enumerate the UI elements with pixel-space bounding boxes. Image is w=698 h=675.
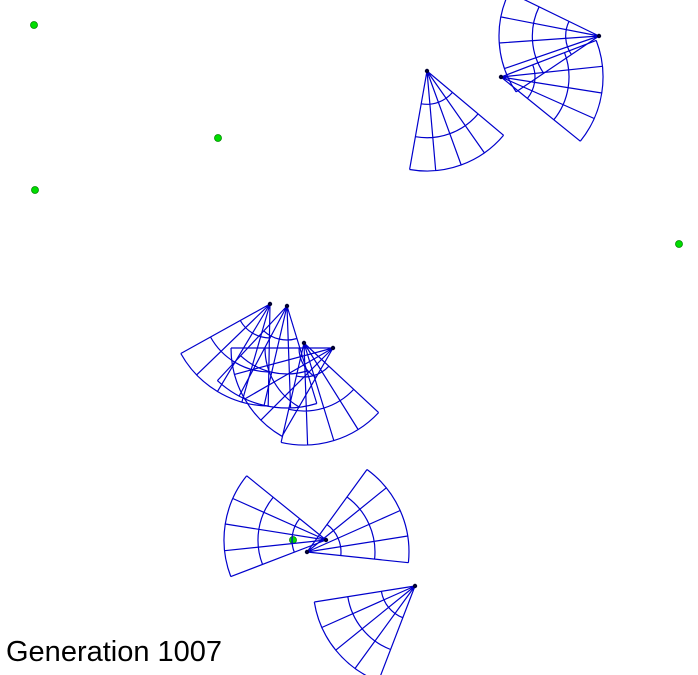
agent (304, 469, 410, 564)
agent-body (424, 68, 430, 74)
sensor-fan (313, 585, 416, 675)
sensor-fan (223, 475, 327, 578)
agent-body (301, 340, 307, 346)
agent (280, 340, 380, 446)
sensor-fan (409, 70, 505, 172)
sensor-fan (180, 303, 271, 407)
generation-counter: Generation 1007 (6, 636, 223, 668)
sensor-fan (216, 305, 318, 409)
agent-body (330, 345, 336, 351)
food-pellet (31, 186, 39, 194)
agent (223, 475, 329, 578)
sensor-fan (306, 469, 410, 564)
food-pellet (214, 134, 222, 142)
food-pellet (675, 240, 683, 248)
food-pellet (30, 21, 38, 29)
agent-body (284, 303, 290, 309)
agent-body (596, 33, 602, 39)
agent-body (267, 301, 273, 307)
agent (409, 68, 505, 172)
sensor-fan (498, 0, 600, 93)
sensor-fan (230, 347, 334, 437)
agent-body (498, 74, 504, 80)
agent (313, 583, 418, 675)
agent-body (323, 537, 329, 543)
agent (498, 39, 604, 142)
food-pellet (289, 536, 297, 544)
agent-body (412, 583, 418, 589)
food-layer (30, 21, 683, 544)
agent (230, 345, 336, 437)
sensor-fan (500, 39, 604, 142)
agent-layer (180, 0, 604, 675)
agent (498, 0, 602, 93)
agent-body (304, 549, 310, 555)
